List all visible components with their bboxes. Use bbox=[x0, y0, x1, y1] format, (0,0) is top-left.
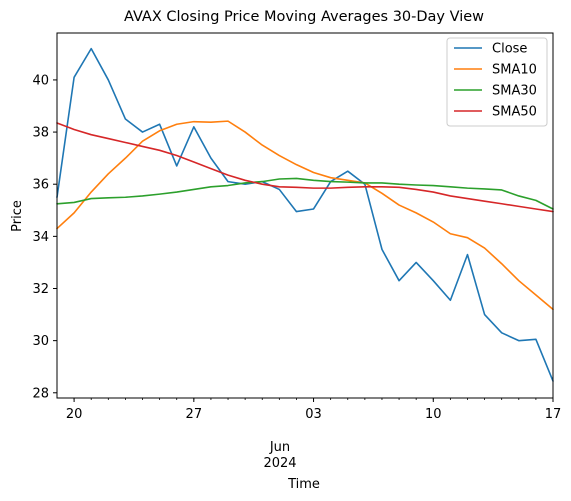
y-tick-label: 34 bbox=[32, 230, 49, 245]
y-tick-label: 36 bbox=[32, 178, 49, 193]
y-axis-label: Price bbox=[10, 200, 25, 232]
x-axis: 20 27 03 10 17 bbox=[66, 398, 561, 422]
legend-label-sma30: SMA30 bbox=[492, 84, 537, 99]
x-tick-label: 17 bbox=[545, 407, 562, 422]
legend-label-close: Close bbox=[492, 42, 527, 57]
y-tick-label: 32 bbox=[32, 282, 49, 297]
legend: Close SMA10 SMA30 SMA50 bbox=[446, 37, 548, 127]
x-tick-label: 03 bbox=[305, 407, 322, 422]
y-tick-label: 28 bbox=[32, 386, 49, 401]
series-line-sma50 bbox=[56, 122, 554, 213]
plot-frame bbox=[56, 32, 554, 399]
y-axis: 28 30 32 34 36 38 40 bbox=[32, 73, 57, 401]
x-month-label: Jun bbox=[269, 440, 290, 455]
x-tick-label: 20 bbox=[66, 407, 83, 422]
chart-title: AVAX Closing Price Moving Averages 30-Da… bbox=[124, 9, 484, 25]
x-axis-label: Time bbox=[287, 477, 320, 492]
y-tick-label: 40 bbox=[32, 73, 49, 88]
x-tick-label: 27 bbox=[186, 407, 203, 422]
series-line-sma30 bbox=[56, 177, 554, 210]
x-year-label: 2024 bbox=[263, 456, 296, 471]
legend-label-sma50: SMA50 bbox=[492, 105, 537, 120]
legend-label-sma10: SMA10 bbox=[492, 63, 537, 78]
y-tick-label: 38 bbox=[32, 126, 49, 141]
series-layer bbox=[56, 47, 554, 382]
legend-box bbox=[446, 37, 548, 127]
y-tick-label: 30 bbox=[32, 334, 49, 349]
series-line-sma10 bbox=[56, 120, 554, 311]
series-line-close bbox=[56, 47, 554, 382]
x-tick-label: 10 bbox=[425, 407, 442, 422]
